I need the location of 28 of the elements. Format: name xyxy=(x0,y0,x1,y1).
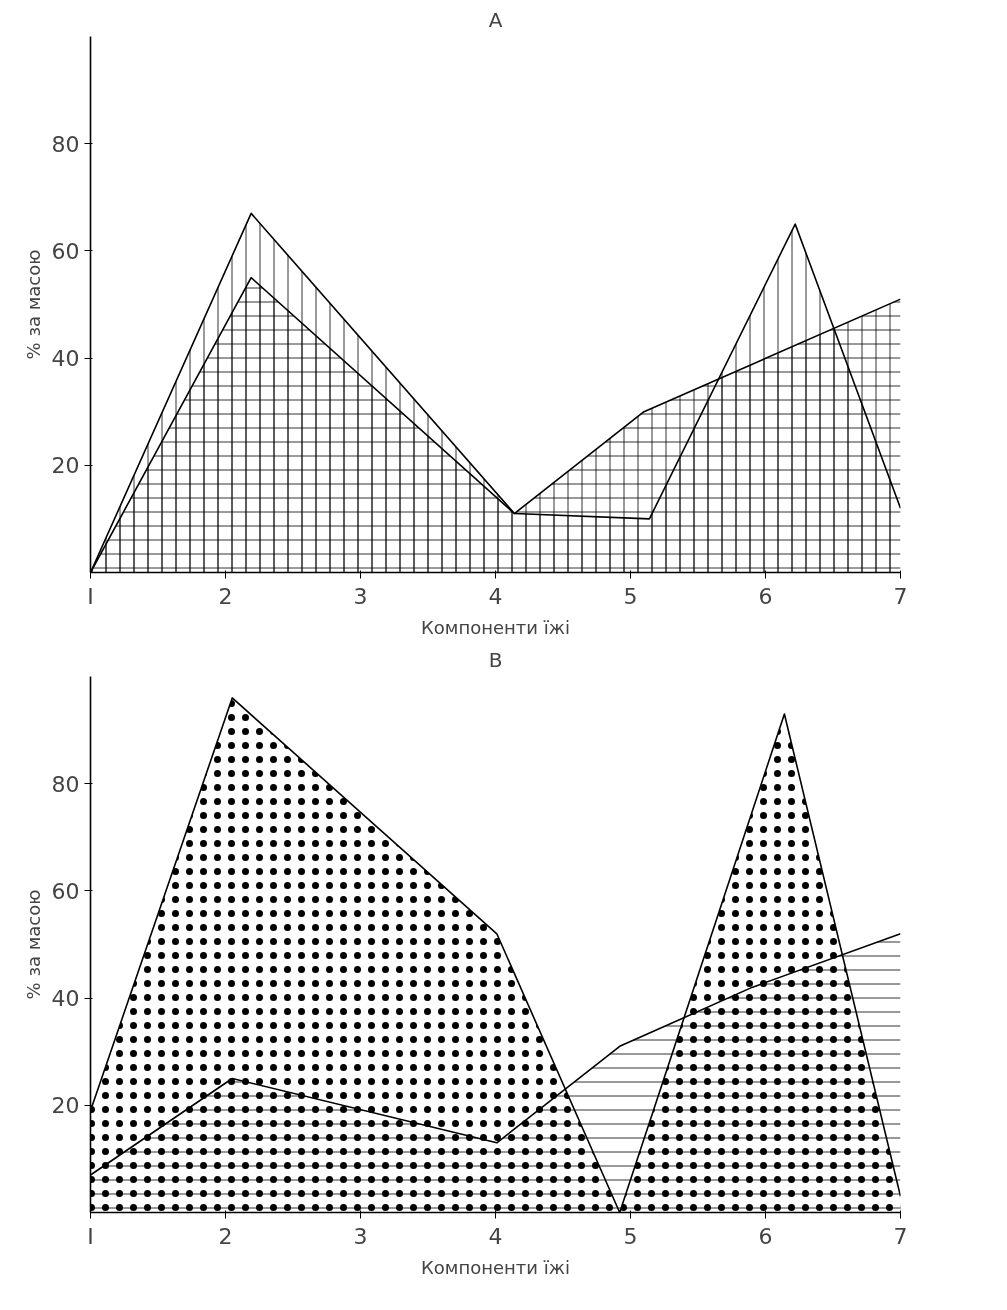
chart-title: В xyxy=(488,647,503,672)
y-tick-label: 40 xyxy=(51,346,80,372)
x-tick-label: I xyxy=(87,583,94,609)
x-axis-title: Компоненти їжі xyxy=(421,1256,570,1278)
y-tick-label: 60 xyxy=(51,238,80,264)
x-tick-label: 6 xyxy=(758,583,773,609)
chart-title: А xyxy=(488,7,503,32)
x-tick-label: 7 xyxy=(893,1223,908,1249)
x-tick-label: 7 xyxy=(893,583,908,609)
y-axis-title: % за масою xyxy=(22,889,44,1000)
x-tick-label: 2 xyxy=(218,583,233,609)
x-tick-label: 5 xyxy=(623,1223,638,1249)
y-tick-label: 80 xyxy=(51,771,80,797)
x-tick-label: 2 xyxy=(218,1223,233,1249)
x-tick-label: I xyxy=(87,1223,94,1249)
y-tick-label: 20 xyxy=(51,453,80,479)
x-axis-title: Компоненти їжі xyxy=(421,616,570,638)
y-tick-label: 80 xyxy=(51,131,80,157)
x-tick-label: 6 xyxy=(758,1223,773,1249)
x-tick-label: 3 xyxy=(353,1223,368,1249)
y-tick-label: 40 xyxy=(51,986,80,1012)
x-tick-label: 5 xyxy=(623,583,638,609)
x-tick-label: 4 xyxy=(488,1223,503,1249)
y-tick-label: 60 xyxy=(51,878,80,904)
y-axis-title: % за масою xyxy=(22,249,44,360)
y-tick-label: 20 xyxy=(51,1093,80,1119)
x-tick-label: 3 xyxy=(353,583,368,609)
x-tick-label: 4 xyxy=(488,583,503,609)
